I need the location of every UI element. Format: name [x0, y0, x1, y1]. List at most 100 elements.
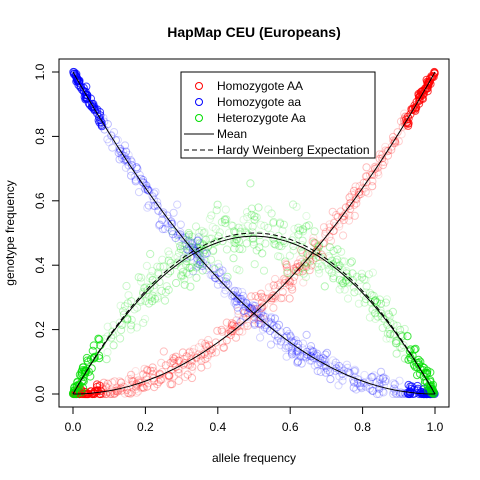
- data-point: [272, 323, 281, 332]
- data-point: [202, 261, 211, 270]
- legend-item-homozygote-aa: Homozygote aa: [195, 95, 301, 109]
- data-point: [184, 246, 193, 255]
- data-point: [401, 389, 410, 399]
- data-point: [326, 375, 335, 384]
- data-point: [127, 388, 136, 397]
- data-point: [132, 388, 141, 397]
- data-point: [123, 157, 132, 166]
- data-point: [285, 294, 294, 303]
- data-point: [285, 251, 294, 260]
- data-point: [217, 218, 226, 227]
- data-point: [398, 332, 407, 341]
- data-point: [289, 200, 298, 209]
- data-point: [106, 388, 115, 397]
- data-point: [187, 366, 196, 375]
- data-point: [256, 319, 265, 328]
- data-point: [244, 230, 253, 239]
- data-point: [176, 220, 185, 229]
- data-point: [386, 329, 395, 339]
- data-point: [222, 318, 231, 327]
- data-point: [352, 272, 361, 281]
- data-point: [315, 252, 324, 261]
- data-point: [341, 209, 350, 218]
- data-point: [230, 298, 239, 307]
- data-point: [171, 261, 180, 270]
- data-point: [324, 252, 333, 261]
- data-point: [412, 97, 421, 107]
- data-point: [167, 227, 176, 236]
- data-point: [361, 275, 370, 284]
- data-point: [143, 286, 152, 295]
- data-point: [159, 208, 168, 217]
- data-point: [401, 119, 410, 128]
- data-point: [309, 233, 318, 242]
- y-tick-label: 0.0: [33, 385, 47, 402]
- data-point: [122, 281, 131, 291]
- data-point: [379, 373, 388, 382]
- data-point: [297, 242, 306, 252]
- data-point: [343, 294, 353, 303]
- y-tick-label: 0.2: [33, 321, 47, 338]
- data-point: [267, 209, 276, 218]
- data-point: [148, 363, 157, 372]
- data-point: [233, 321, 242, 330]
- data-point: [180, 275, 189, 284]
- data-point: [343, 363, 352, 372]
- data-point: [221, 219, 230, 228]
- data-point: [186, 237, 195, 246]
- data-point: [314, 259, 323, 268]
- data-point: [350, 288, 359, 297]
- data-point: [218, 327, 227, 336]
- hardy-weinberg-line: [72, 232, 436, 395]
- data-point: [256, 237, 265, 246]
- data-point: [203, 361, 212, 370]
- data-point: [264, 205, 273, 214]
- data-point: [189, 267, 198, 276]
- data-point: [276, 237, 285, 246]
- data-point: [256, 333, 265, 342]
- data-point: [214, 232, 223, 241]
- data-point: [285, 342, 294, 351]
- data-point: [335, 366, 344, 375]
- data-point: [238, 245, 247, 254]
- data-point: [197, 338, 206, 347]
- data-point: [313, 263, 322, 272]
- data-point: [139, 370, 148, 379]
- data-point: [242, 208, 252, 217]
- data-point: [248, 309, 257, 318]
- data-point: [230, 238, 239, 247]
- data-point: [215, 275, 224, 285]
- data-point: [252, 246, 261, 255]
- data-point: [145, 274, 154, 283]
- data-point: [156, 262, 165, 272]
- data-point: [270, 239, 279, 248]
- data-point: [164, 247, 173, 256]
- x-tick-label: 0.8: [354, 420, 371, 434]
- data-point: [116, 301, 125, 310]
- data-point: [293, 343, 303, 352]
- data-point: [227, 319, 236, 328]
- data-point: [381, 374, 390, 384]
- data-point: [345, 201, 354, 210]
- data-point: [187, 373, 197, 383]
- data-point: [101, 382, 110, 391]
- data-point: [375, 389, 384, 399]
- data-point: [184, 270, 194, 279]
- data-point: [274, 252, 283, 261]
- data-point: [293, 357, 302, 366]
- data-point: [279, 275, 288, 284]
- data-point: [270, 236, 279, 245]
- data-point: [368, 386, 378, 396]
- data-point: [361, 382, 370, 391]
- data-point: [247, 292, 256, 301]
- data-point: [269, 321, 278, 330]
- data-point: [314, 242, 323, 252]
- data-point: [153, 292, 162, 301]
- data-point: [117, 326, 126, 335]
- legend-item-hardy-weinberg-expectation: Hardy Weinberg Expectation: [184, 143, 370, 157]
- data-point: [181, 240, 190, 249]
- data-point: [350, 365, 359, 374]
- data-point: [258, 249, 267, 258]
- data-point: [255, 231, 264, 240]
